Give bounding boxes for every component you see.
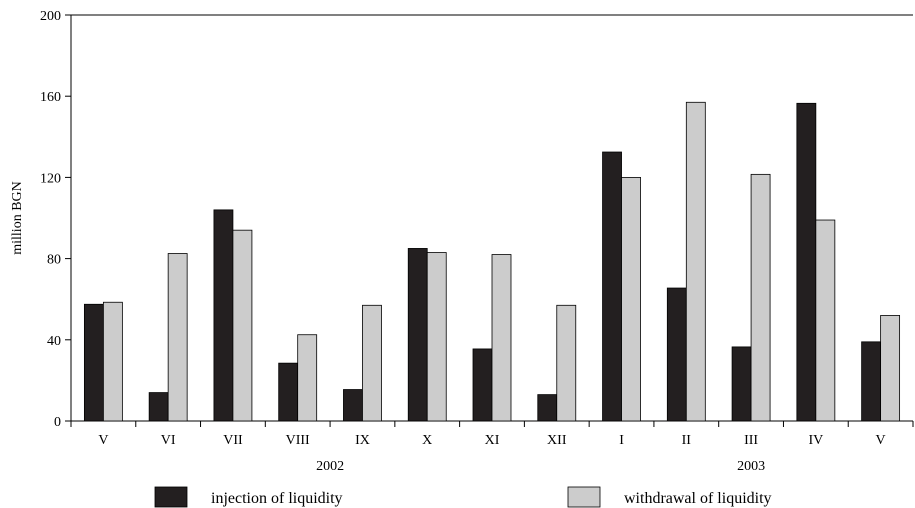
legend-label: injection of liquidity — [211, 490, 343, 507]
year-label: 2003 — [737, 459, 765, 474]
legend-label: withdrawal of liquidity — [624, 490, 772, 507]
y-axis-label: million BGN — [10, 181, 25, 255]
x-tick-label: XI — [485, 433, 500, 448]
x-tick-label: V — [98, 433, 108, 448]
bar-injection — [537, 394, 558, 422]
bar-withdrawal — [815, 219, 836, 422]
x-tick-label: III — [744, 433, 758, 448]
x-tick-label: IX — [355, 433, 370, 448]
bar-withdrawal — [556, 304, 577, 422]
y-tick-label: 120 — [40, 171, 61, 186]
bar-withdrawal — [102, 301, 123, 422]
x-tick-label: I — [619, 433, 624, 448]
bar-injection — [861, 341, 882, 422]
y-tick-label: 40 — [47, 334, 61, 349]
bar-injection — [666, 287, 687, 422]
bar-withdrawal — [362, 304, 382, 422]
bars — [83, 101, 901, 422]
bar-injection — [407, 248, 428, 422]
x-tick-label: IV — [808, 433, 823, 448]
bar-withdrawal — [685, 101, 706, 422]
x-tick-label: II — [682, 433, 692, 448]
bar-injection — [213, 209, 234, 422]
bar-withdrawal — [426, 252, 447, 422]
legend: injection of liquidity withdrawal of liqu… — [154, 486, 772, 508]
y-tick-label: 80 — [47, 253, 61, 268]
bar-injection — [472, 348, 493, 422]
bar-withdrawal — [621, 176, 641, 422]
x-axis: V VI VII VIII IX X XI XII I II III IV V — [70, 421, 914, 448]
bar-injection — [148, 392, 169, 422]
y-axis: 0 40 80 120 160 200 — [40, 9, 71, 430]
year-label: 2002 — [316, 459, 344, 474]
bar-withdrawal — [750, 173, 771, 422]
x-tick-label: X — [422, 433, 432, 448]
bar-withdrawal — [167, 253, 188, 422]
bar-withdrawal — [232, 229, 253, 422]
bar-withdrawal — [491, 254, 512, 422]
bar-injection — [278, 362, 299, 422]
bar-injection — [796, 102, 817, 422]
legend-swatch — [567, 486, 601, 508]
y-tick-label: 200 — [40, 9, 61, 24]
x-tick-label: V — [876, 433, 886, 448]
bar-injection — [602, 151, 622, 422]
bar-withdrawal — [297, 334, 318, 422]
bar-injection — [83, 303, 104, 422]
x-tick-label: VI — [161, 433, 176, 448]
legend-swatch — [154, 486, 188, 508]
y-tick-label: 160 — [40, 90, 61, 105]
year-labels: 2002 2003 — [316, 459, 765, 474]
bar-withdrawal — [880, 315, 901, 422]
bar-injection — [343, 389, 363, 422]
y-tick-label: 0 — [54, 415, 61, 430]
x-tick-label: VII — [223, 433, 243, 448]
x-tick-label: XII — [547, 433, 567, 448]
bar-injection — [731, 346, 752, 422]
x-tick-label: VIII — [286, 433, 310, 448]
